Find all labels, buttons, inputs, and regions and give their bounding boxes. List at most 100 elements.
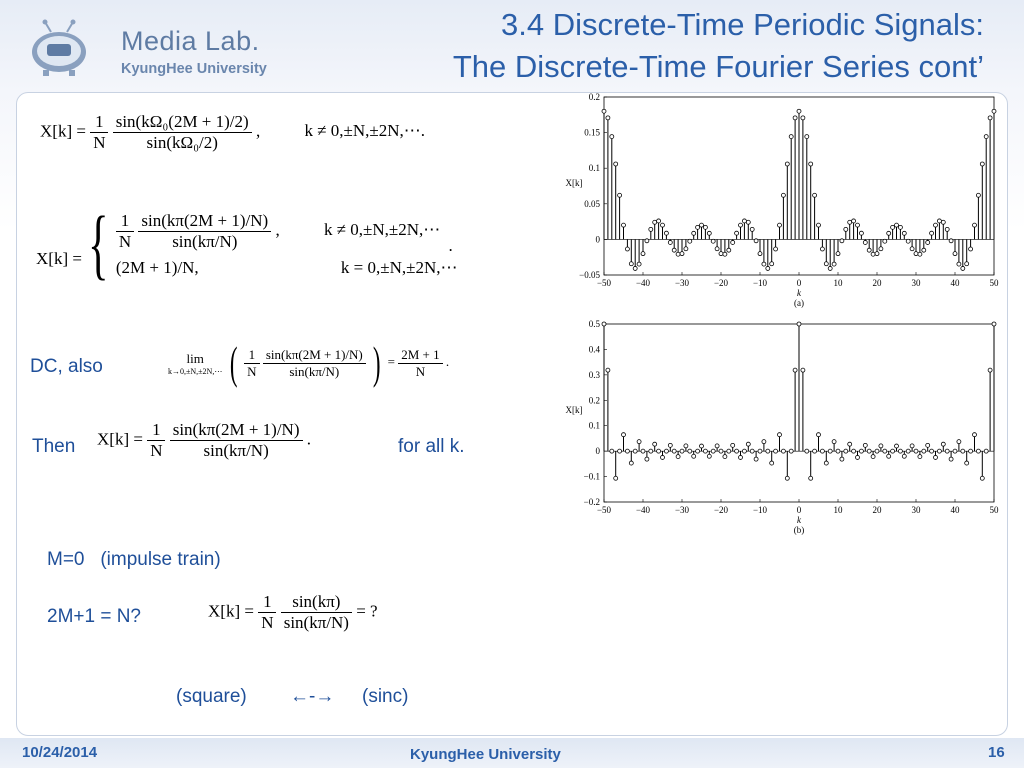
stem-marker bbox=[765, 266, 771, 271]
stem-marker bbox=[894, 443, 899, 449]
stem-marker bbox=[784, 475, 790, 481]
stem-marker bbox=[667, 240, 673, 245]
stem-marker bbox=[605, 367, 611, 373]
eq3-lim: lim bbox=[186, 350, 204, 366]
square-label: (square) bbox=[176, 686, 247, 707]
stem-marker bbox=[800, 367, 806, 373]
stem-marker bbox=[800, 115, 806, 121]
stem-marker bbox=[769, 460, 775, 466]
stem-marker bbox=[730, 442, 736, 448]
stem-marker bbox=[757, 448, 763, 454]
stem-marker bbox=[644, 238, 650, 244]
stem-marker bbox=[625, 448, 630, 454]
footer-date: 10/24/2014 bbox=[22, 744, 98, 761]
eq2-n: N bbox=[118, 231, 132, 251]
stem-marker bbox=[679, 251, 685, 257]
eq4-lhs: X[k] = bbox=[97, 429, 143, 449]
stem-marker bbox=[886, 230, 892, 236]
stem-marker bbox=[897, 448, 903, 454]
stem-marker bbox=[753, 238, 759, 244]
x-tick-label: −40 bbox=[636, 505, 651, 515]
stem-marker bbox=[866, 247, 872, 253]
stem-marker bbox=[784, 161, 790, 167]
stem-marker bbox=[722, 251, 728, 257]
stem-marker bbox=[796, 108, 802, 114]
stem-marker bbox=[851, 218, 857, 224]
eq3-one: 1 bbox=[244, 347, 260, 364]
stem-marker bbox=[886, 453, 892, 459]
x-tick-label: −30 bbox=[675, 505, 690, 515]
stem-marker bbox=[726, 448, 732, 454]
y-tick-label: 0.1 bbox=[589, 421, 600, 431]
y-tick-label: 0.2 bbox=[589, 395, 600, 405]
stem-marker bbox=[702, 224, 708, 230]
stem-marker bbox=[975, 192, 981, 198]
eq5-n: N bbox=[261, 613, 274, 632]
x-tick-label: −50 bbox=[597, 278, 612, 288]
stem-plot-a: −50 −40 −30 −20 −10 0 10 20 30 40 50 0.2 0.15 0.1 0.05… bbox=[566, 92, 1000, 308]
eq2-one: 1 bbox=[115, 211, 135, 232]
stem-marker bbox=[730, 240, 736, 245]
stem-marker bbox=[605, 115, 611, 121]
stem-marker bbox=[940, 219, 946, 225]
eq1-one: 1 bbox=[90, 112, 109, 133]
stem-marker bbox=[710, 448, 716, 454]
eq1-numerator: sin(kΩ₀(2M + 1)/2) bbox=[112, 112, 252, 133]
stem-marker bbox=[948, 456, 954, 462]
stem-marker bbox=[878, 246, 884, 252]
eq1-condition: k ≠ 0,±N,±2N,⋯. bbox=[304, 121, 425, 141]
stem-marker bbox=[699, 222, 704, 228]
slide-title: 3.4 Discrete-Time Periodic Signals: The … bbox=[284, 4, 984, 88]
stem-marker bbox=[827, 266, 833, 271]
y-tick-label: 0 bbox=[596, 234, 601, 244]
logo-university: KyungHee University bbox=[121, 61, 267, 77]
y-tick-label: 0 bbox=[596, 446, 601, 456]
x-tick-label: 20 bbox=[873, 505, 883, 515]
eq5-denominator: sin(kπ/N) bbox=[283, 613, 349, 632]
stem-marker bbox=[855, 455, 860, 460]
y-tick-label: 0.2 bbox=[589, 92, 600, 102]
stem-marker bbox=[839, 238, 845, 244]
stem-plot-b: −50 −40 −30 −20 −10 0 10 20 30 40 50 0.5 0.4 0.3 0.2 0.… bbox=[566, 319, 1000, 535]
arrows-label: ←-→ bbox=[290, 686, 335, 707]
stem-marker bbox=[722, 454, 728, 460]
stem-marker bbox=[972, 432, 977, 438]
stem-marker bbox=[847, 441, 853, 447]
stem-marker bbox=[652, 219, 658, 225]
x-tick-label: 30 bbox=[912, 278, 922, 288]
2m-plus-1-label: 2M+1 = N? bbox=[47, 606, 141, 627]
stem-marker bbox=[855, 222, 860, 228]
stem-marker bbox=[777, 432, 782, 438]
stem-marker bbox=[749, 226, 755, 232]
stem-marker bbox=[796, 321, 802, 327]
stem-marker bbox=[819, 448, 825, 454]
stem-marker bbox=[929, 230, 935, 236]
eq4-denominator: sin(kπ/N) bbox=[203, 441, 269, 460]
stem-marker bbox=[660, 455, 665, 460]
stem-marker bbox=[987, 115, 993, 121]
stem-marker bbox=[890, 448, 896, 454]
y-tick-label: 0.3 bbox=[589, 370, 601, 380]
stem-marker bbox=[808, 475, 814, 481]
stem-marker bbox=[644, 456, 650, 462]
x-tick-label: 40 bbox=[951, 278, 961, 288]
x-tick-label: −10 bbox=[753, 278, 768, 288]
stem-marker bbox=[819, 246, 825, 252]
stem-marker bbox=[874, 251, 880, 257]
stem-marker bbox=[741, 448, 747, 454]
stem-marker bbox=[936, 448, 942, 454]
stem-marker bbox=[812, 448, 818, 454]
stem-marker bbox=[940, 441, 946, 447]
stem-marker bbox=[808, 161, 814, 167]
x-tick-label: 30 bbox=[912, 505, 922, 515]
stem-marker bbox=[702, 448, 708, 454]
stem-marker bbox=[851, 448, 857, 454]
stem-marker bbox=[625, 246, 630, 252]
eq5-rhs: = ? bbox=[356, 601, 378, 621]
stem-marker bbox=[827, 448, 833, 454]
x-tick-label: 50 bbox=[990, 278, 1000, 288]
stem-marker bbox=[621, 432, 626, 438]
x-tick-label: −30 bbox=[675, 278, 690, 288]
